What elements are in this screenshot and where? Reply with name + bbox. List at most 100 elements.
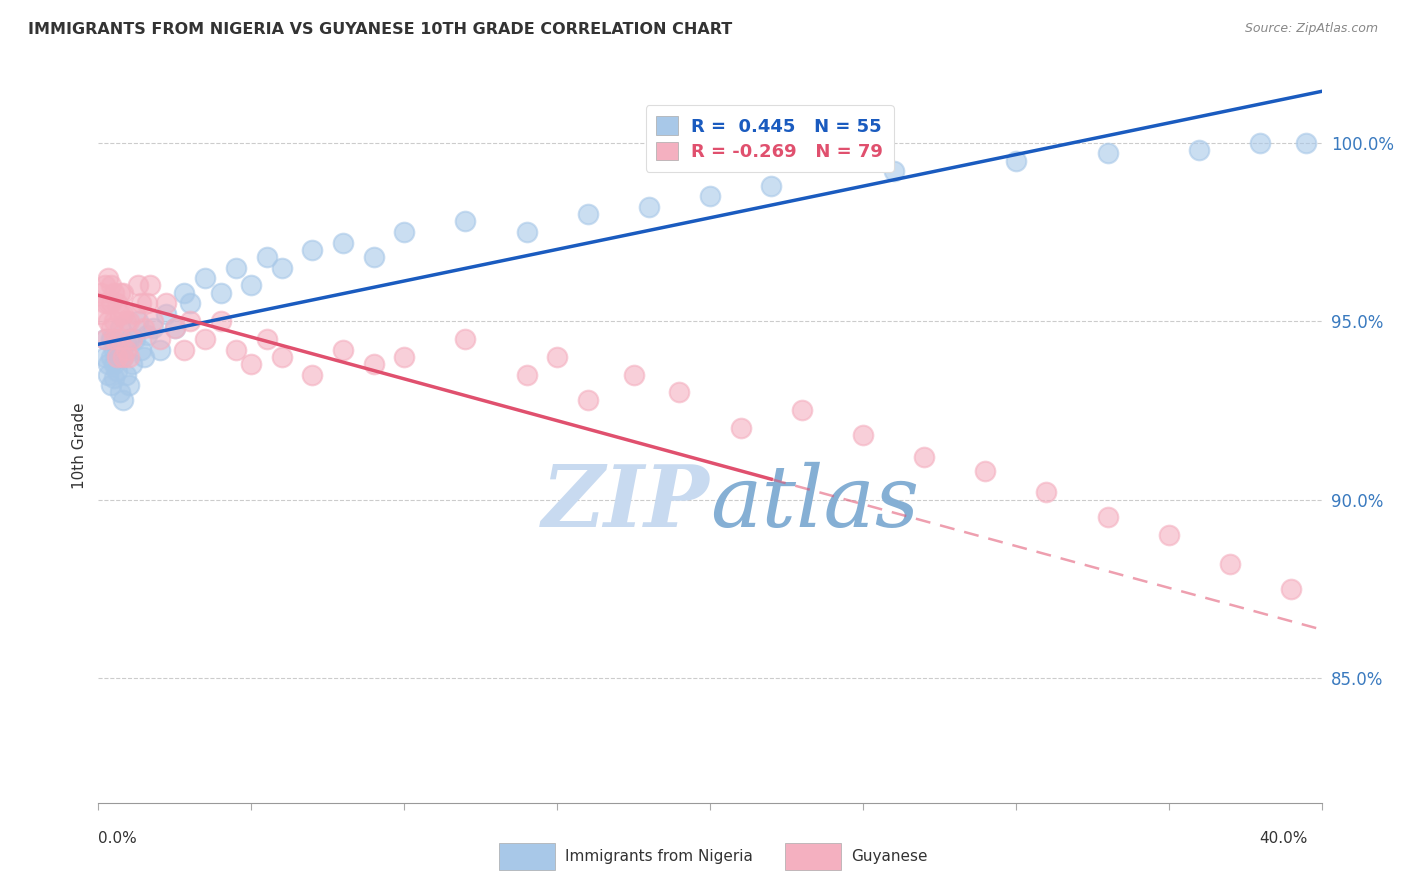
Point [637, 200, 661, 214]
Point [392, 225, 416, 239]
Point [1402, 628, 1406, 642]
Point [1341, 607, 1364, 621]
Point [111, 392, 134, 407]
Point [105, 296, 128, 310]
Point [576, 392, 599, 407]
Text: atlas: atlas [710, 462, 920, 544]
Point [1004, 153, 1026, 168]
Point [163, 321, 186, 335]
Point [454, 332, 477, 346]
Point [111, 350, 134, 364]
Point [209, 314, 232, 328]
Point [115, 343, 138, 357]
Point [136, 328, 159, 343]
Point [127, 278, 149, 293]
Point [111, 307, 134, 321]
Point [173, 285, 195, 300]
Point [103, 343, 125, 357]
Point [97, 368, 120, 382]
Point [118, 314, 141, 328]
Point [332, 235, 354, 250]
Point [100, 332, 122, 346]
Point [142, 321, 165, 335]
Point [668, 385, 690, 400]
Point [105, 350, 128, 364]
Point [121, 357, 143, 371]
Point [108, 307, 131, 321]
Point [194, 332, 217, 346]
Point [139, 278, 162, 293]
Point [103, 371, 125, 385]
Point [103, 332, 125, 346]
Point [179, 314, 201, 328]
Point [108, 285, 131, 300]
Point [149, 343, 172, 357]
Point [108, 350, 131, 364]
Point [100, 378, 122, 392]
Point [623, 368, 645, 382]
Point [240, 357, 263, 371]
Point [124, 332, 146, 346]
Point [516, 368, 538, 382]
Point [454, 214, 477, 228]
Point [103, 285, 125, 300]
Point [115, 314, 138, 328]
Point [1279, 582, 1302, 596]
Point [118, 332, 141, 346]
Point [108, 321, 131, 335]
Point [121, 332, 143, 346]
Point [225, 343, 247, 357]
Point [97, 314, 120, 328]
Point [270, 350, 292, 364]
Point [256, 250, 278, 264]
Point [100, 278, 122, 293]
Point [332, 343, 354, 357]
Point [270, 260, 292, 275]
Point [111, 350, 134, 364]
Point [129, 296, 152, 310]
Point [100, 350, 122, 364]
Point [301, 243, 323, 257]
Point [1157, 528, 1180, 542]
Point [134, 350, 156, 364]
Point [256, 332, 278, 346]
Point [93, 332, 115, 346]
Point [240, 278, 263, 293]
Point [1295, 136, 1317, 150]
Text: Guyanese: Guyanese [851, 849, 927, 863]
Point [1249, 136, 1271, 150]
Point [363, 250, 385, 264]
Point [90, 285, 112, 300]
Point [108, 332, 131, 346]
Point [730, 421, 752, 435]
Point [105, 343, 128, 357]
Point [852, 428, 875, 442]
Point [194, 271, 217, 285]
Point [149, 332, 172, 346]
Point [576, 207, 599, 221]
Point [127, 314, 149, 328]
Point [699, 189, 721, 203]
Point [392, 350, 416, 364]
Point [97, 271, 120, 285]
Point [134, 321, 156, 335]
Point [115, 335, 138, 350]
Point [790, 403, 813, 417]
Point [93, 332, 115, 346]
Point [103, 357, 125, 371]
Point [759, 178, 782, 193]
Point [301, 368, 323, 382]
Point [142, 314, 165, 328]
Point [1035, 485, 1057, 500]
Legend: R =  0.445   N = 55, R = -0.269   N = 79: R = 0.445 N = 55, R = -0.269 N = 79 [645, 105, 893, 172]
Point [1219, 557, 1241, 571]
Point [912, 450, 935, 464]
Point [118, 378, 141, 392]
Point [155, 296, 177, 310]
Text: IMMIGRANTS FROM NIGERIA VS GUYANESE 10TH GRADE CORRELATION CHART: IMMIGRANTS FROM NIGERIA VS GUYANESE 10TH… [28, 22, 733, 37]
Point [100, 296, 122, 310]
Point [108, 385, 131, 400]
Point [115, 368, 138, 382]
Point [93, 296, 115, 310]
Point [100, 321, 122, 335]
